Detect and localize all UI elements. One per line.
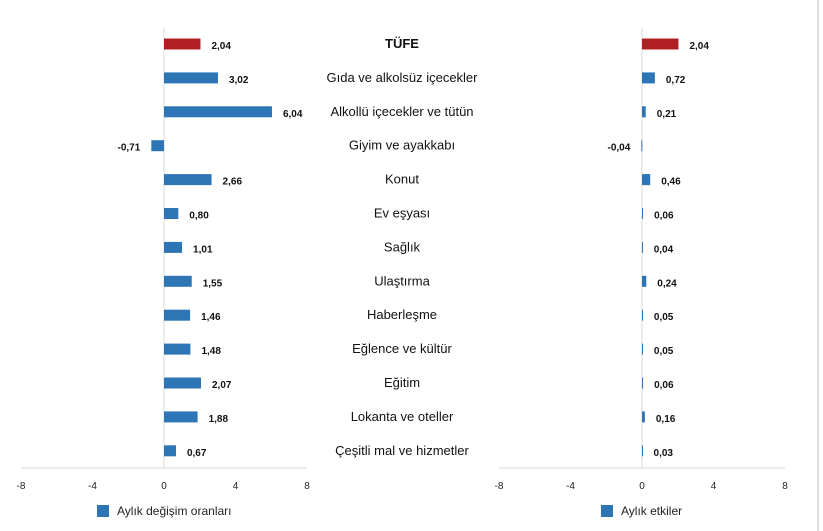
bar-right bbox=[642, 241, 643, 253]
bar-left bbox=[164, 174, 212, 186]
x-tick-label-right: -4 bbox=[566, 481, 575, 492]
x-tick-label-right: 4 bbox=[711, 481, 717, 492]
value-label-right: 0,06 bbox=[654, 380, 674, 391]
value-label-right: 0,06 bbox=[654, 211, 674, 222]
bar-left bbox=[164, 411, 198, 423]
value-label-left: -0,71 bbox=[118, 143, 141, 154]
value-label-left: 0,80 bbox=[189, 211, 209, 222]
value-label-right: 0,05 bbox=[654, 346, 674, 357]
bar-right bbox=[641, 140, 643, 152]
bar-right bbox=[642, 174, 651, 186]
category-label: Gıda ve alkolsüz içecekler bbox=[326, 70, 478, 85]
value-label-left: 2,66 bbox=[223, 177, 243, 188]
bar-left bbox=[164, 343, 191, 355]
bar-left bbox=[164, 72, 218, 84]
value-label-left: 6,04 bbox=[283, 109, 303, 120]
value-label-right: 0,16 bbox=[656, 414, 676, 425]
legend-swatch-right bbox=[601, 505, 613, 517]
bar-right bbox=[642, 343, 643, 355]
bar-left bbox=[164, 445, 176, 457]
category-label: Haberleşme bbox=[367, 307, 437, 322]
x-tick-label-left: -8 bbox=[17, 481, 26, 492]
value-label-left: 1,88 bbox=[209, 414, 229, 425]
value-label-right: 0,04 bbox=[654, 244, 674, 255]
bar-left bbox=[151, 140, 164, 152]
value-label-left: 2,07 bbox=[212, 380, 232, 391]
category-label: Sağlık bbox=[384, 239, 421, 254]
category-label: Eğitim bbox=[384, 375, 420, 390]
bar-left bbox=[164, 106, 272, 118]
value-label-right: 0,72 bbox=[666, 75, 686, 86]
value-label-left: 1,48 bbox=[201, 346, 221, 357]
bar-left bbox=[164, 377, 202, 389]
bar-right bbox=[642, 106, 646, 118]
bar-left bbox=[164, 208, 179, 219]
x-tick-label-left: 8 bbox=[304, 481, 310, 492]
bar-left bbox=[164, 241, 183, 253]
category-label: Lokanta ve oteller bbox=[351, 409, 454, 424]
value-label-right: 0,21 bbox=[657, 109, 677, 120]
value-label-left: 1,01 bbox=[193, 244, 213, 255]
bar-right bbox=[642, 445, 643, 457]
value-label-left: 2,04 bbox=[211, 41, 231, 52]
legend-label-right: Aylık etkiler bbox=[621, 504, 683, 518]
value-label-right: 0,03 bbox=[654, 448, 674, 459]
bar-left bbox=[164, 309, 191, 321]
bar-left bbox=[164, 38, 201, 50]
value-label-right: 0,05 bbox=[654, 312, 674, 323]
bar-right bbox=[642, 38, 679, 50]
x-tick-label-left: 4 bbox=[233, 481, 239, 492]
value-label-left: 0,67 bbox=[187, 448, 207, 459]
category-label: Alkollü içecekler ve tütün bbox=[330, 104, 473, 119]
value-label-right: -0,04 bbox=[607, 143, 630, 154]
category-label: TÜFE bbox=[385, 36, 419, 51]
legend-label-left: Aylık değişim oranları bbox=[117, 504, 232, 518]
bar-right bbox=[642, 411, 645, 423]
category-label: Eğlence ve kültür bbox=[352, 341, 452, 356]
category-label: Giyim ve ayakkabı bbox=[349, 138, 455, 153]
bar-right bbox=[642, 275, 647, 287]
category-label: Ulaştırma bbox=[374, 273, 430, 288]
bar-right bbox=[642, 309, 643, 321]
value-label-left: 1,55 bbox=[203, 278, 223, 289]
x-tick-label-right: -8 bbox=[495, 481, 504, 492]
category-label: Konut bbox=[385, 172, 419, 187]
x-tick-label-right: 8 bbox=[782, 481, 788, 492]
value-label-right: 0,24 bbox=[657, 278, 677, 289]
x-tick-label-left: -4 bbox=[88, 481, 97, 492]
category-label: Ev eşyası bbox=[374, 206, 430, 221]
value-label-right: 2,04 bbox=[689, 41, 709, 52]
bar-left bbox=[164, 275, 192, 287]
legend-right: Aylık etkiler bbox=[601, 504, 682, 518]
value-label-left: 1,46 bbox=[201, 312, 221, 323]
value-label-left: 3,02 bbox=[229, 75, 249, 86]
bar-right bbox=[642, 377, 644, 389]
legend-swatch-left bbox=[97, 505, 109, 517]
x-tick-label-left: 0 bbox=[161, 481, 167, 492]
legend-left: Aylık değişim oranları bbox=[97, 504, 232, 518]
x-tick-label-right: 0 bbox=[639, 481, 645, 492]
bar-right bbox=[642, 72, 655, 84]
value-label-right: 0,46 bbox=[661, 177, 681, 188]
category-label: Çeşitli mal ve hizmetler bbox=[335, 443, 469, 458]
bar-right bbox=[642, 208, 644, 219]
